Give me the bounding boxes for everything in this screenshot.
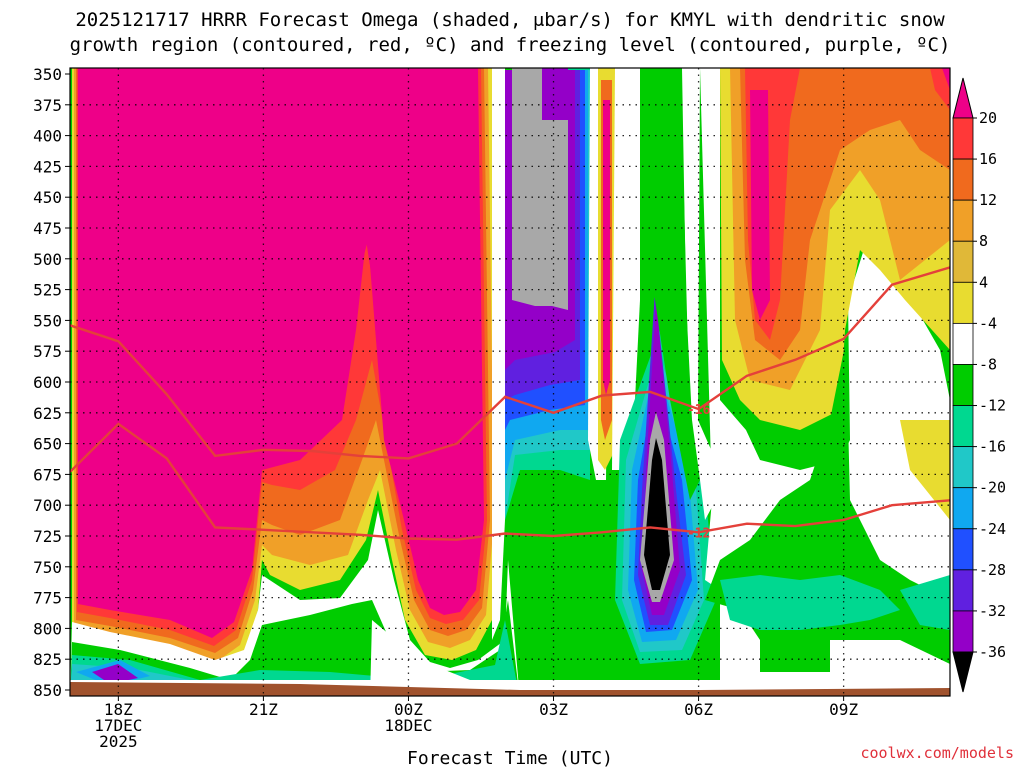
y-tick-label-650: 650 bbox=[33, 435, 62, 454]
colorbar-bin-4 bbox=[952, 281, 974, 324]
x-tick-label-0-2: 2025 bbox=[99, 732, 138, 751]
x-axis-label: Forecast Time (UTC) bbox=[407, 748, 613, 768]
y-tick-label-825: 825 bbox=[33, 650, 62, 669]
colorbar: 20 16 12 8 4 -4 -8 -12 -16 -20 -24 -28 -32 -36 bbox=[952, 77, 1006, 693]
y-tick-label-500: 500 bbox=[33, 250, 62, 269]
y-tick-label-800: 800 bbox=[33, 619, 62, 638]
colorbar-tick-label-6: -8 bbox=[979, 355, 997, 373]
y-tick-label-550: 550 bbox=[33, 311, 62, 330]
colorbar-tick-label-4: 4 bbox=[979, 273, 988, 291]
y-tick-label-350: 350 bbox=[33, 65, 62, 84]
colorbar-bin-6 bbox=[952, 364, 974, 406]
y-tick-label-475: 475 bbox=[33, 219, 62, 238]
colorbar-tick-label-10: -24 bbox=[979, 520, 1006, 538]
y-tick-label-375: 375 bbox=[33, 96, 62, 115]
colorbar-tick-label-13: -36 bbox=[979, 643, 1006, 661]
x-tick-label-2-0: 00Z bbox=[394, 700, 423, 719]
y-tick-label-600: 600 bbox=[33, 373, 62, 392]
y-tick-label-575: 575 bbox=[33, 342, 62, 361]
x-tick-label-2-1: 18DEC bbox=[384, 716, 432, 735]
colorbar-tick-label-5: -4 bbox=[979, 314, 997, 332]
colorbar-tick-label-1: 16 bbox=[979, 150, 997, 168]
colorbar-bin-2 bbox=[952, 199, 974, 242]
contour-label--16: -16 bbox=[687, 403, 711, 418]
y-tick-label-425: 425 bbox=[33, 157, 62, 176]
y-tick-label-525: 525 bbox=[33, 281, 62, 300]
chart-title-line-1: 2025121717 HRRR Forecast Omega (shaded, … bbox=[75, 9, 945, 31]
contour-label--12: -12 bbox=[687, 526, 710, 541]
y-tick-label-450: 450 bbox=[33, 188, 62, 207]
contour--16 bbox=[70, 266, 950, 460]
y-tick-label-625: 625 bbox=[33, 404, 62, 423]
colorbar-bin-3 bbox=[952, 240, 974, 283]
colorbar-tick-label-3: 8 bbox=[979, 232, 988, 250]
grid-lines bbox=[70, 68, 950, 696]
x-tick-label-1-0: 21Z bbox=[249, 700, 278, 719]
x-tick-label-4-0: 06Z bbox=[684, 700, 713, 719]
y-axis: 350 375 400 425 450 475 500 525 550 575 600 625 650 6… bbox=[33, 65, 70, 700]
colorbar-tick-label-2: 12 bbox=[979, 191, 997, 209]
dgz-contours: -16 -12 bbox=[70, 266, 950, 541]
colorbar-bin-9 bbox=[952, 487, 974, 530]
colorbar-bin-5 bbox=[952, 322, 974, 365]
colorbar-tick-label-11: -28 bbox=[979, 561, 1006, 579]
colorbar-tick-label-12: -32 bbox=[979, 602, 1006, 620]
y-tick-label-700: 700 bbox=[33, 496, 62, 515]
colorbar-tick-label-9: -20 bbox=[979, 479, 1006, 497]
y-tick-label-850: 850 bbox=[33, 681, 62, 700]
colorbar-bin-1 bbox=[952, 158, 974, 201]
colorbar-bin-12 bbox=[952, 610, 974, 653]
colorbar-bin-8 bbox=[952, 446, 974, 489]
colorbar-bin-10 bbox=[952, 528, 974, 571]
y-tick-label-675: 675 bbox=[33, 465, 62, 484]
x-tick-label-0-0: 18Z bbox=[104, 700, 133, 719]
colorbar-bottom-triangle bbox=[952, 651, 974, 693]
colorbar-tick-label-7: -12 bbox=[979, 397, 1006, 415]
x-tick-label-5-0: 09Z bbox=[829, 700, 858, 719]
y-tick-label-750: 750 bbox=[33, 558, 62, 577]
omega-shading bbox=[70, 68, 950, 696]
chart-title-line-2: growth region (contoured, red, ºC) and f… bbox=[70, 34, 951, 56]
colorbar-top-triangle bbox=[952, 77, 974, 119]
colorbar-bin-0 bbox=[952, 117, 974, 160]
y-tick-label-400: 400 bbox=[33, 127, 62, 146]
colorbar-bin-11 bbox=[952, 569, 974, 612]
source-credit: coolwx.com/models bbox=[860, 744, 1014, 762]
colorbar-tick-label-0: 20 bbox=[979, 109, 997, 127]
colorbar-tick-label-8: -16 bbox=[979, 438, 1006, 456]
colorbar-bin-7 bbox=[952, 405, 974, 448]
x-tick-label-0-1: 17DEC bbox=[94, 716, 142, 735]
y-tick-label-775: 775 bbox=[33, 589, 62, 608]
x-tick-label-3-0: 03Z bbox=[539, 700, 568, 719]
y-tick-label-725: 725 bbox=[33, 527, 62, 546]
contour--12 bbox=[70, 422, 950, 541]
